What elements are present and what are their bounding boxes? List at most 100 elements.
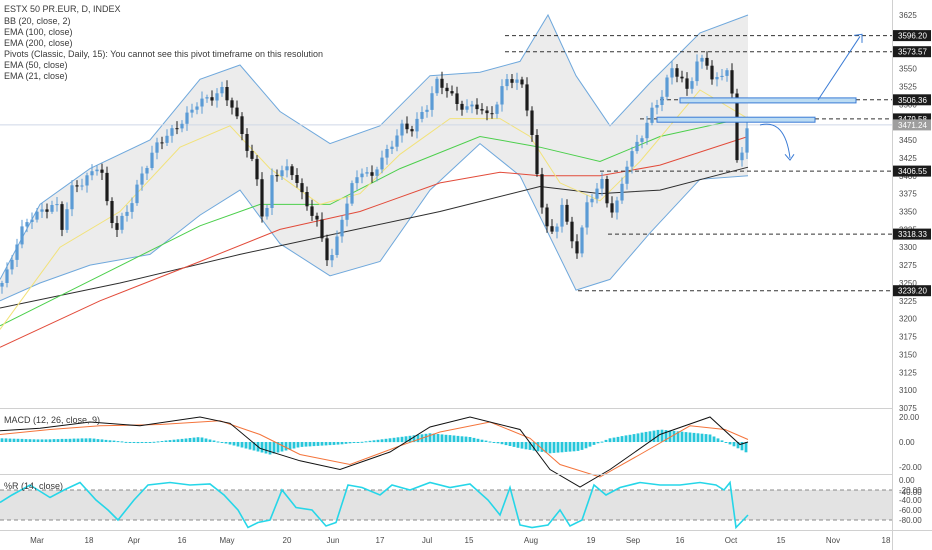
- candle-body[interactable]: [670, 68, 674, 78]
- candle-body[interactable]: [705, 57, 709, 66]
- candle-body[interactable]: [645, 122, 649, 139]
- candle-body[interactable]: [720, 75, 724, 77]
- candle-body[interactable]: [490, 113, 494, 115]
- candle-body[interactable]: [695, 61, 699, 82]
- candle-body[interactable]: [340, 219, 344, 237]
- candle-body[interactable]: [685, 78, 689, 89]
- candle-body[interactable]: [495, 104, 499, 114]
- candle-body[interactable]: [615, 200, 619, 213]
- candle-body[interactable]: [285, 166, 289, 171]
- candle-body[interactable]: [90, 171, 94, 176]
- candle-body[interactable]: [420, 112, 424, 119]
- candle-body[interactable]: [80, 185, 84, 187]
- candle-body[interactable]: [0, 283, 4, 287]
- candle-body[interactable]: [270, 175, 274, 208]
- candle-body[interactable]: [535, 135, 539, 175]
- candle-body[interactable]: [230, 100, 234, 108]
- candle-body[interactable]: [520, 79, 524, 85]
- candle-body[interactable]: [700, 57, 704, 62]
- candle-body[interactable]: [135, 184, 139, 204]
- candle-body[interactable]: [610, 203, 614, 213]
- candle-body[interactable]: [460, 103, 464, 110]
- candle-body[interactable]: [735, 93, 739, 161]
- candle-body[interactable]: [455, 93, 459, 104]
- candle-body[interactable]: [240, 116, 244, 134]
- candle-body[interactable]: [295, 175, 299, 183]
- candle-body[interactable]: [545, 207, 549, 227]
- candle-body[interactable]: [190, 109, 194, 113]
- candle-body[interactable]: [290, 166, 294, 176]
- candle-body[interactable]: [385, 149, 389, 158]
- candle-body[interactable]: [275, 175, 279, 177]
- candle-body[interactable]: [95, 169, 99, 172]
- candle-body[interactable]: [45, 209, 49, 212]
- candle-body[interactable]: [300, 183, 304, 193]
- candle-body[interactable]: [590, 198, 594, 203]
- candle-body[interactable]: [165, 135, 169, 143]
- candle-body[interactable]: [175, 128, 179, 130]
- candle-body[interactable]: [105, 172, 109, 202]
- candle-body[interactable]: [310, 206, 314, 216]
- candle-body[interactable]: [675, 68, 679, 77]
- candle-body[interactable]: [325, 238, 329, 261]
- candle-body[interactable]: [140, 173, 144, 185]
- candle-body[interactable]: [215, 93, 219, 101]
- candle-body[interactable]: [10, 259, 14, 270]
- candle-body[interactable]: [725, 70, 729, 76]
- candle-body[interactable]: [15, 244, 19, 260]
- candle-body[interactable]: [620, 183, 624, 201]
- candle-body[interactable]: [30, 219, 34, 222]
- candle-body[interactable]: [575, 241, 579, 254]
- candle-body[interactable]: [125, 211, 129, 216]
- candle-body[interactable]: [635, 141, 639, 152]
- candle-body[interactable]: [380, 157, 384, 170]
- candle-body[interactable]: [430, 93, 434, 110]
- candle-body[interactable]: [410, 129, 414, 132]
- candle-body[interactable]: [130, 203, 134, 212]
- candle-body[interactable]: [115, 223, 119, 230]
- candle-body[interactable]: [220, 87, 224, 94]
- candle-body[interactable]: [485, 110, 489, 114]
- candle-body[interactable]: [70, 185, 74, 210]
- candle-body[interactable]: [55, 204, 59, 206]
- candle-body[interactable]: [500, 86, 504, 105]
- candle-body[interactable]: [120, 215, 124, 230]
- candle-body[interactable]: [715, 77, 719, 80]
- williams-r-pane[interactable]: [0, 480, 892, 530]
- candle-body[interactable]: [640, 138, 644, 142]
- candle-body[interactable]: [630, 151, 634, 167]
- candle-body[interactable]: [680, 76, 684, 79]
- candle-body[interactable]: [40, 209, 44, 212]
- candle-body[interactable]: [395, 135, 399, 147]
- candlesticks[interactable]: [0, 51, 749, 294]
- candle-body[interactable]: [360, 173, 364, 178]
- candle-body[interactable]: [35, 211, 39, 220]
- candle-body[interactable]: [655, 105, 659, 108]
- candle-body[interactable]: [320, 219, 324, 239]
- candle-body[interactable]: [235, 107, 239, 117]
- candle-body[interactable]: [350, 183, 354, 204]
- candle-body[interactable]: [530, 110, 534, 136]
- candle-body[interactable]: [435, 78, 439, 94]
- candle-body[interactable]: [540, 174, 544, 208]
- candle-body[interactable]: [665, 77, 669, 97]
- candle-body[interactable]: [415, 118, 419, 132]
- candle-body[interactable]: [480, 109, 484, 111]
- candle-body[interactable]: [690, 81, 694, 89]
- candle-body[interactable]: [600, 179, 604, 189]
- candle-body[interactable]: [265, 208, 269, 217]
- candle-body[interactable]: [375, 169, 379, 176]
- candle-body[interactable]: [170, 128, 174, 136]
- candle-body[interactable]: [730, 70, 734, 94]
- candle-body[interactable]: [390, 146, 394, 149]
- candle-body[interactable]: [745, 128, 749, 153]
- candle-body[interactable]: [465, 106, 469, 110]
- candle-body[interactable]: [475, 104, 479, 110]
- candle-body[interactable]: [345, 203, 349, 220]
- candle-body[interactable]: [180, 123, 184, 129]
- candle-body[interactable]: [510, 79, 514, 83]
- candle-body[interactable]: [25, 222, 29, 227]
- candle-body[interactable]: [85, 175, 89, 186]
- candle-body[interactable]: [580, 227, 584, 254]
